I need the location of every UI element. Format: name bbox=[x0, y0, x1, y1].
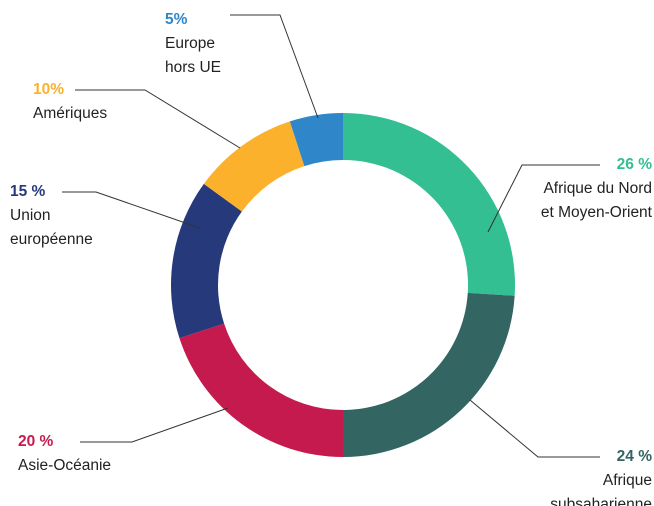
donut-segment bbox=[343, 113, 515, 296]
slice-label: 15 % Union européenne bbox=[10, 180, 110, 252]
percent-label: 20 % bbox=[18, 433, 54, 450]
leader-line bbox=[75, 89, 241, 149]
category-label: Asie-Océanie bbox=[18, 457, 112, 474]
category-label: Europe hors UE bbox=[165, 35, 221, 76]
category-label: Amériques bbox=[33, 105, 108, 122]
leader-line bbox=[469, 399, 600, 458]
donut-segment bbox=[343, 292, 515, 457]
category-label: Afrique du Nord et Moyen-Orient bbox=[540, 180, 652, 221]
category-label: Afrique subsaharienne bbox=[550, 472, 652, 506]
leader-line bbox=[80, 407, 229, 443]
donut-segment bbox=[203, 121, 305, 212]
donut-segment bbox=[170, 183, 242, 339]
slice-label: 10% Amériques bbox=[33, 78, 193, 126]
leader-line bbox=[230, 14, 319, 119]
percent-label: 15 % bbox=[10, 183, 46, 200]
leader-line bbox=[487, 164, 600, 233]
slice-label: 5% Europe hors UE bbox=[165, 8, 247, 80]
percent-label: 5% bbox=[165, 11, 188, 28]
slice-label: 20 % Asie-Océanie bbox=[18, 430, 178, 478]
slice-label: 26 % Afrique du Nord et Moyen-Orient bbox=[534, 153, 652, 225]
leader-line bbox=[62, 191, 201, 229]
category-label: Union européenne bbox=[10, 207, 93, 248]
percent-label: 10% bbox=[33, 81, 65, 98]
percent-label: 24 % bbox=[616, 448, 652, 465]
donut-segment bbox=[179, 323, 343, 457]
slice-label: 24 % Afrique subsaharienne bbox=[532, 445, 652, 506]
donut-segment bbox=[289, 113, 343, 167]
percent-label: 26 % bbox=[616, 156, 652, 173]
